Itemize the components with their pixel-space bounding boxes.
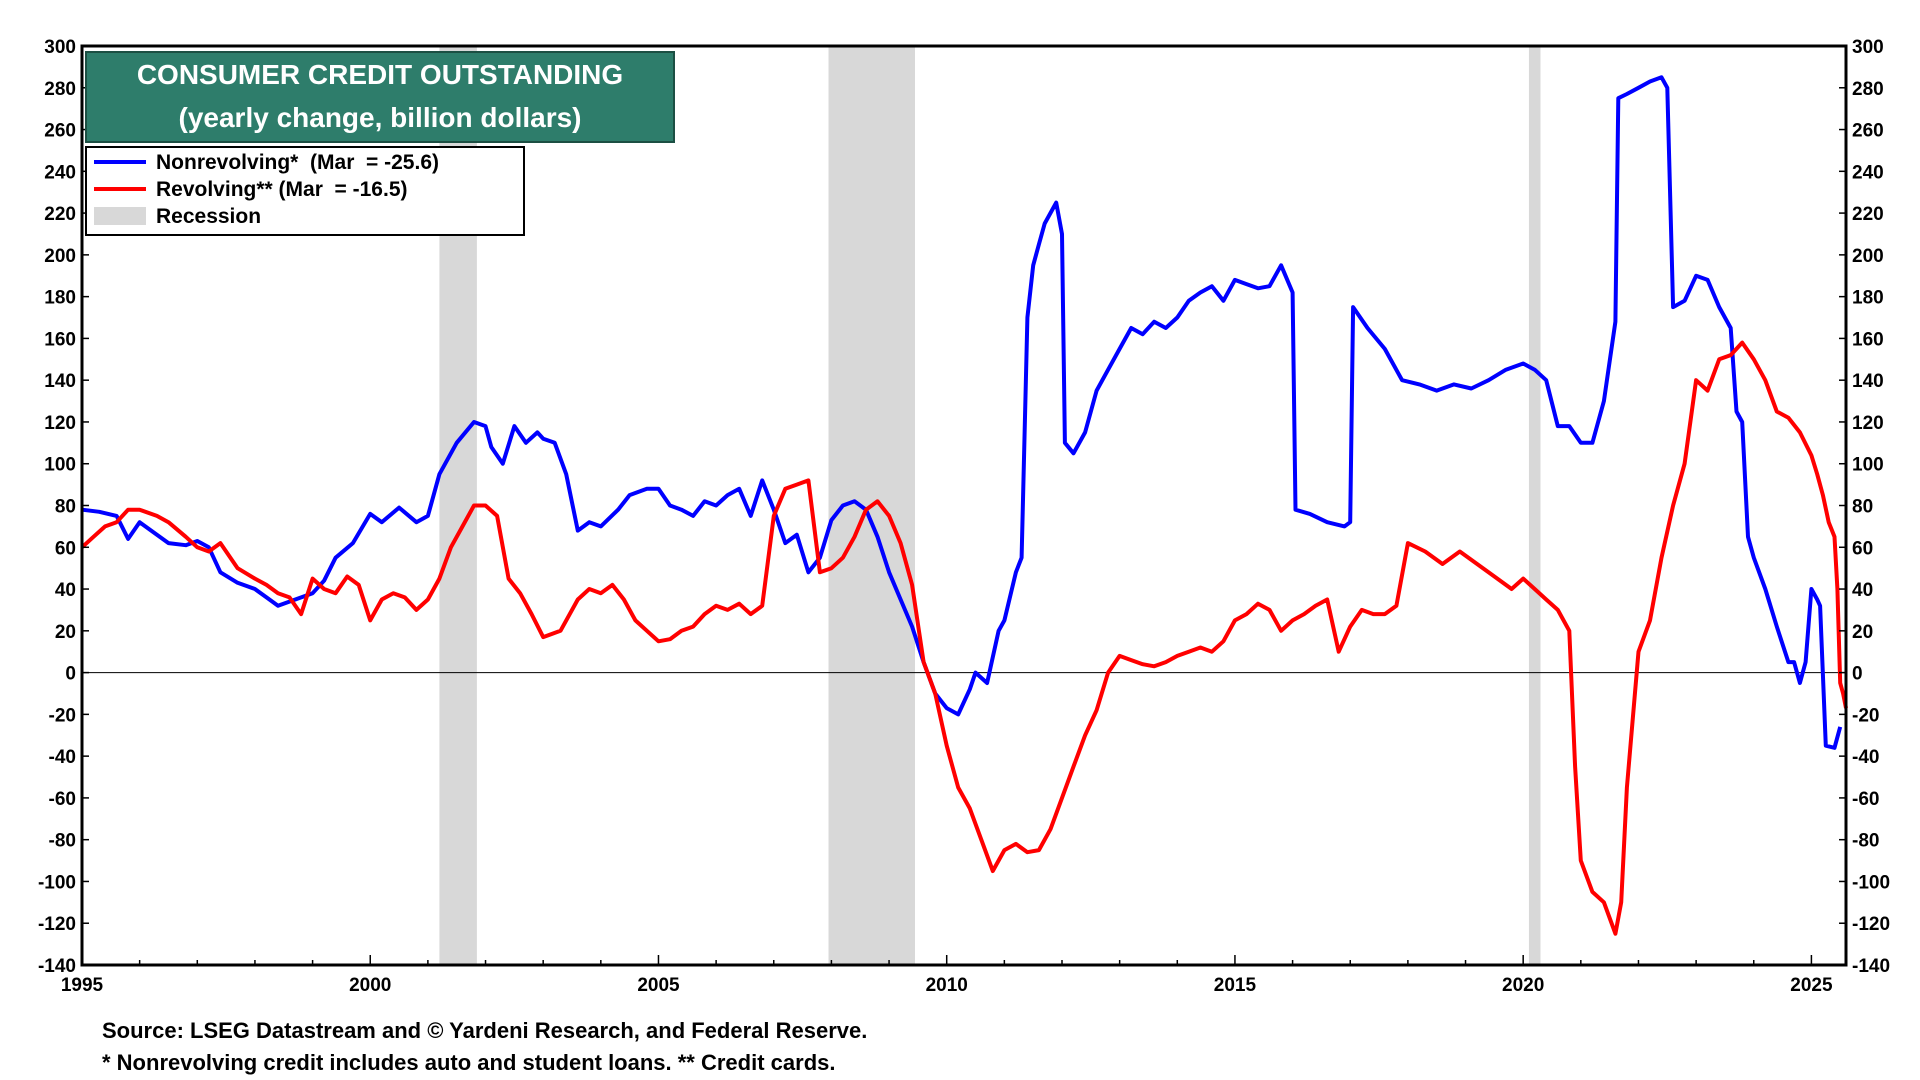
y-tick-label-right: -60 xyxy=(1852,789,1879,810)
y-tick-label-right: -100 xyxy=(1852,872,1890,893)
title-box: CONSUMER CREDIT OUTSTANDING (yearly chan… xyxy=(85,51,675,143)
y-tick-label-right: -80 xyxy=(1852,831,1879,852)
y-tick-label-left: -140 xyxy=(38,956,76,977)
y-tick-label-right: 40 xyxy=(1852,580,1873,601)
series-line-nonrevolving xyxy=(81,75,1843,750)
y-tick-label-left: 280 xyxy=(44,79,76,100)
y-tick-label-left: 20 xyxy=(55,622,76,643)
y-tick-label-right: 200 xyxy=(1852,246,1884,267)
y-tick-label-right: 100 xyxy=(1852,455,1884,476)
y-tick-label-left: 0 xyxy=(65,664,76,685)
y-tick-label-left: 300 xyxy=(44,37,76,58)
y-tick-label-right: -20 xyxy=(1852,705,1879,726)
series-line-revolving xyxy=(80,340,1848,936)
source-note: Source: LSEG Datastream and © Yardeni Re… xyxy=(102,1018,868,1043)
y-tick-label-left: 40 xyxy=(55,580,76,601)
y-tick-label-right: 220 xyxy=(1852,204,1884,225)
y-tick-label-left: 220 xyxy=(44,204,76,225)
y-tick-label-right: -40 xyxy=(1852,747,1879,768)
y-tick-label-right: 20 xyxy=(1852,622,1873,643)
y-tick-label-right: -120 xyxy=(1852,914,1890,935)
y-tick-label-left: -120 xyxy=(38,914,76,935)
y-tick-label-left: -60 xyxy=(49,789,76,810)
x-tick-label: 2010 xyxy=(926,975,968,996)
footnote: * Nonrevolving credit includes auto and … xyxy=(102,1050,836,1075)
legend-label-recession: Recession xyxy=(156,205,261,228)
legend-label-nonrevolving: Nonrevolving* (Mar = -25.6) xyxy=(156,151,439,174)
y-tick-label-left: -20 xyxy=(49,705,76,726)
x-tick-label: 2005 xyxy=(637,975,680,996)
y-tick-label-left: 100 xyxy=(44,455,76,476)
legend: Nonrevolving* (Mar = -25.6) Revolving** … xyxy=(85,146,525,236)
y-tick-label-left: 260 xyxy=(44,121,76,142)
y-tick-label-left: -100 xyxy=(38,872,76,893)
y-tick-label-right: 120 xyxy=(1852,413,1884,434)
y-tick-label-left: 140 xyxy=(44,371,76,392)
x-tick-label: 2015 xyxy=(1214,975,1257,996)
recession-bands xyxy=(439,46,1541,965)
y-tick-label-left: 60 xyxy=(55,538,76,559)
legend-swatch-recession xyxy=(94,207,146,225)
x-tick-label: 2020 xyxy=(1502,975,1544,996)
y-tick-label-right: 260 xyxy=(1852,121,1884,142)
y-tick-label-right: 80 xyxy=(1852,497,1873,518)
y-tick-label-right: 60 xyxy=(1852,538,1873,559)
y-tick-label-right: -140 xyxy=(1852,956,1890,977)
y-tick-label-left: -80 xyxy=(49,831,76,852)
chart-subtitle: (yearly change, billion dollars) xyxy=(179,102,582,133)
y-tick-label-right: 160 xyxy=(1852,329,1884,350)
y-tick-label-left: 180 xyxy=(44,288,76,309)
y-tick-label-left: 120 xyxy=(44,413,76,434)
y-tick-label-left: 200 xyxy=(44,246,76,267)
chart-title: CONSUMER CREDIT OUTSTANDING xyxy=(137,59,623,90)
x-tick-label: 2025 xyxy=(1790,975,1833,996)
y-tick-label-left: 80 xyxy=(55,497,76,518)
series-lines xyxy=(80,75,1848,936)
y-tick-label-right: 240 xyxy=(1852,162,1884,183)
y-tick-label-left: -40 xyxy=(49,747,76,768)
y-tick-label-right: 180 xyxy=(1852,288,1884,309)
y-tick-label-right: 280 xyxy=(1852,79,1884,100)
x-tick-label: 2000 xyxy=(349,975,391,996)
legend-label-revolving: Revolving** (Mar = -16.5) xyxy=(156,178,408,201)
y-tick-label-left: 160 xyxy=(44,329,76,350)
y-tick-label-left: 240 xyxy=(44,162,76,183)
recession-band-2 xyxy=(1528,46,1541,965)
y-tick-label-right: 140 xyxy=(1852,371,1884,392)
y-tick-label-right: 300 xyxy=(1852,37,1884,58)
x-tick-label: 1995 xyxy=(61,975,104,996)
y-tick-label-right: 0 xyxy=(1852,664,1863,685)
